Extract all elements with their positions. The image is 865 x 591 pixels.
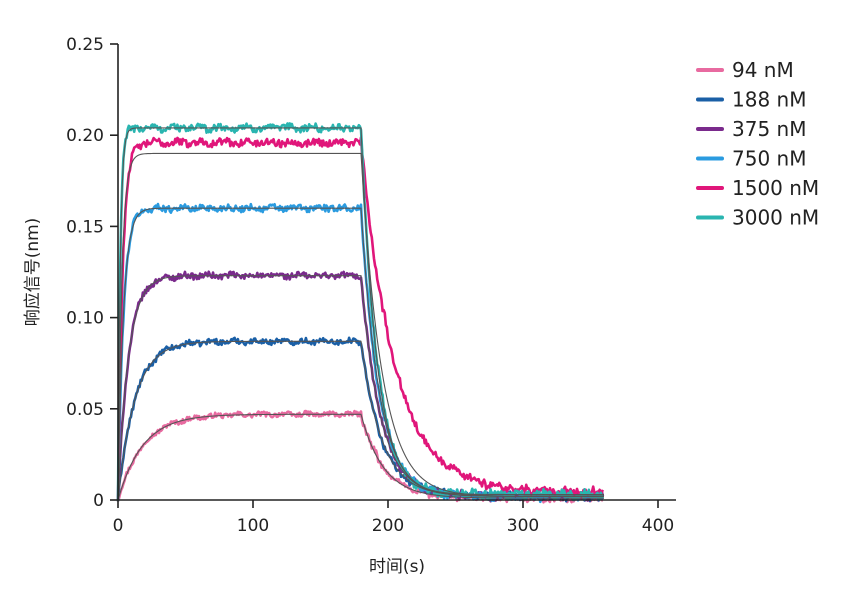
y-tick-label: 0.25: [66, 35, 104, 55]
y-tick-label: 0.15: [66, 217, 104, 237]
x-tick-label: 400: [642, 516, 674, 536]
fit-curve-750-nm: [117, 207, 604, 501]
series-line-1500-nm: [116, 136, 605, 502]
fit-curve-94-nm: [117, 413, 604, 501]
y-axis-title: 响应信号(nm): [23, 218, 43, 327]
fit-curve-375-nm: [117, 275, 604, 501]
y-tick-label: 0: [93, 491, 104, 511]
y-tick-label: 0.10: [66, 309, 104, 329]
x-tick-label: 200: [372, 516, 404, 536]
x-tick-label: 100: [237, 516, 269, 536]
legend-label: 188 nM: [732, 88, 806, 112]
series-line-3000-nm: [116, 122, 605, 502]
legend-label: 1500 nM: [732, 176, 819, 200]
series-line-375-nm: [116, 270, 605, 503]
series-line-94-nm: [116, 409, 604, 504]
x-tick-label: 0: [113, 516, 124, 536]
x-axis-title: 时间(s): [369, 557, 425, 577]
x-tick-label: 300: [507, 516, 539, 536]
y-tick-label: 0.20: [66, 126, 104, 146]
series-layer: [116, 122, 605, 504]
legend-label: 3000 nM: [732, 206, 819, 230]
fit-curve-1500-nm: [117, 152, 604, 501]
legend: 94 nM 188 nM 375 nM 750 nM 1500 nM 3000 nM: [696, 58, 819, 230]
legend-label: 94 nM: [732, 58, 794, 82]
series-line-750-nm: [116, 202, 605, 504]
legend-label: 375 nM: [732, 117, 806, 141]
y-tick-label: 0.05: [66, 400, 104, 420]
axes-layer: 0 100 200 300 400 0 0.05 0.10 0.15 0.20 0.25: [66, 35, 676, 536]
legend-label: 750 nM: [732, 147, 806, 171]
fit-curve-3000-nm: [117, 127, 604, 501]
fit-layer: [117, 127, 604, 501]
